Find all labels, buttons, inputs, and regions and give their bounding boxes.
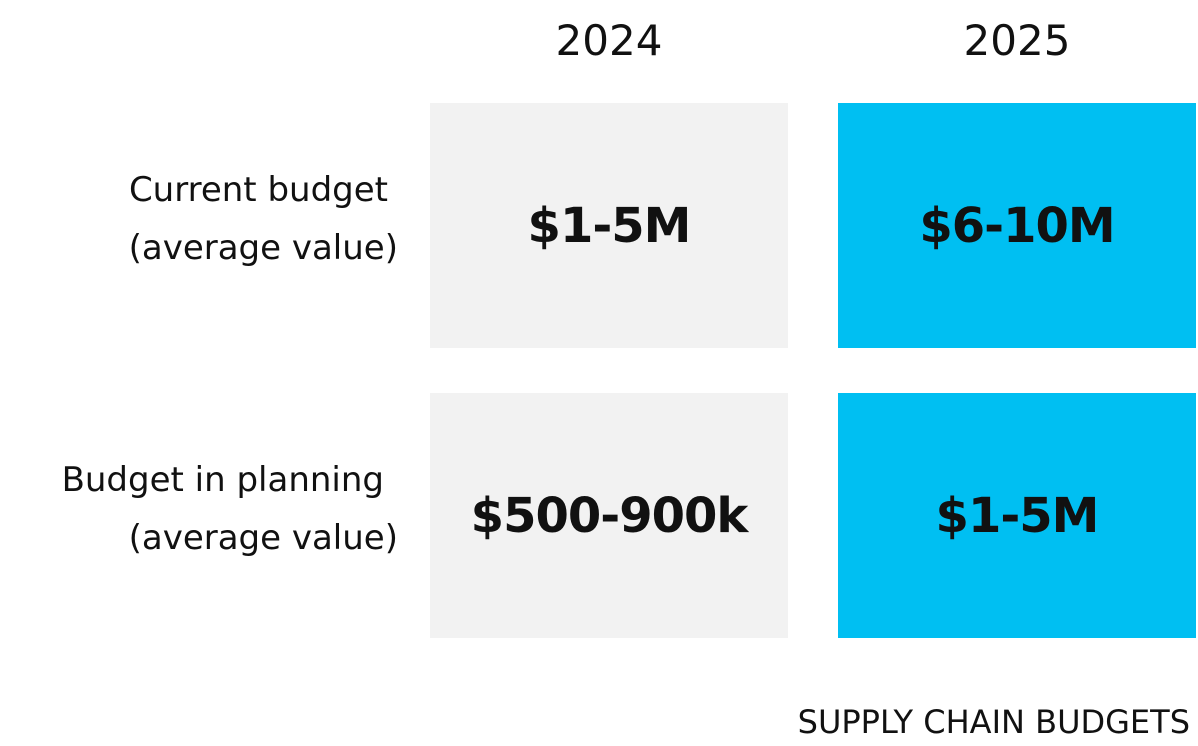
cell: $500-900k (430, 393, 788, 638)
column-header: 2024 (555, 16, 663, 65)
footer: SUPPLY CHAIN BUDGETS (797, 703, 1190, 741)
column-header: 2025 (963, 16, 1071, 65)
row-label-note: (average value) (128, 228, 398, 268)
cell: $1-5M (838, 393, 1196, 638)
row-label: Current budget (128, 170, 388, 210)
row-label: Budget in planning (61, 460, 384, 500)
row-label-note: (average value) (128, 518, 398, 558)
cell: $1-5M (430, 103, 788, 348)
cell: $6-10M (838, 103, 1196, 348)
